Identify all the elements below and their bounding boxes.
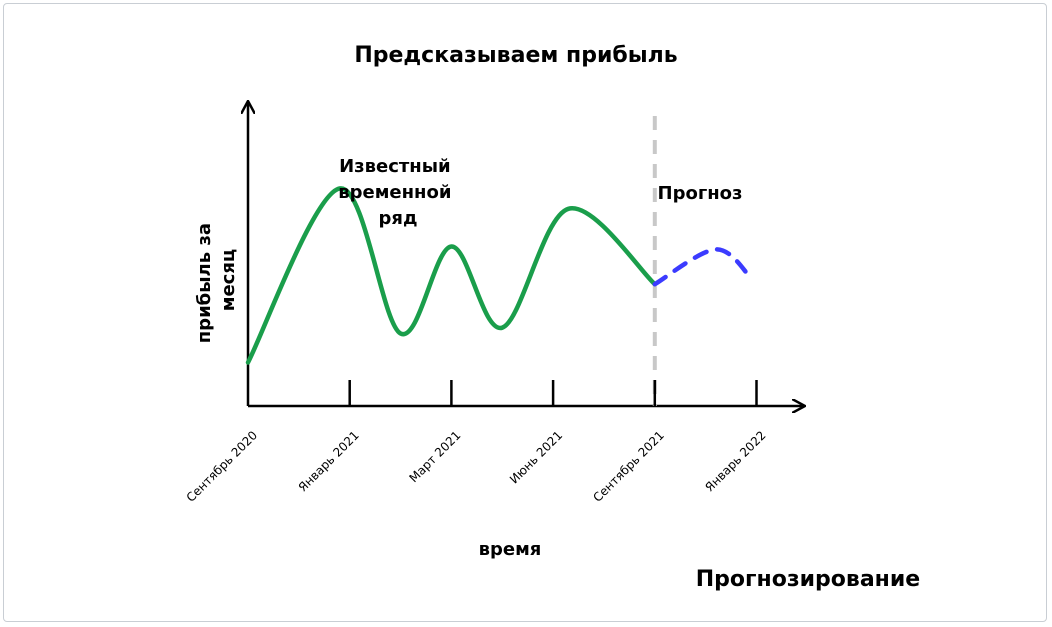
y-axis-label: прибыль за месяц [194, 217, 239, 344]
y-axis-label-line-2: месяц [218, 249, 239, 312]
series-known-line [245, 186, 658, 365]
x-tick-label: Сентябрь 2020 [184, 428, 261, 505]
known-annotation-line-1: Известный [339, 156, 451, 177]
x-tick-labels: Сентябрь 2020 Январь 2021 Март 2021 Июнь 20… [184, 428, 769, 505]
footer-title: Прогнозирование [696, 567, 920, 592]
chart-frame [3, 3, 1047, 622]
known-annotation-line-2: временной [338, 182, 451, 203]
x-tick-label: Сентябрь 2021 [590, 428, 667, 505]
chart-title: Предсказываем прибыль [354, 43, 677, 68]
known-annotation-line-3: ряд [379, 208, 418, 229]
y-axis-label-line-1: прибыль за [194, 223, 215, 343]
x-tick-label: Июнь 2021 [507, 428, 565, 486]
known-annotation: Известный временной ряд [338, 156, 458, 229]
x-tick-label: Январь 2021 [296, 428, 362, 494]
x-ticks [348, 380, 758, 406]
x-tick-label: Март 2021 [406, 428, 463, 485]
x-tick-label: Январь 2022 [702, 428, 768, 494]
series-forecast-line [652, 247, 754, 287]
x-axis-label: время [479, 539, 542, 560]
forecast-annotation: Прогноз [658, 183, 743, 204]
